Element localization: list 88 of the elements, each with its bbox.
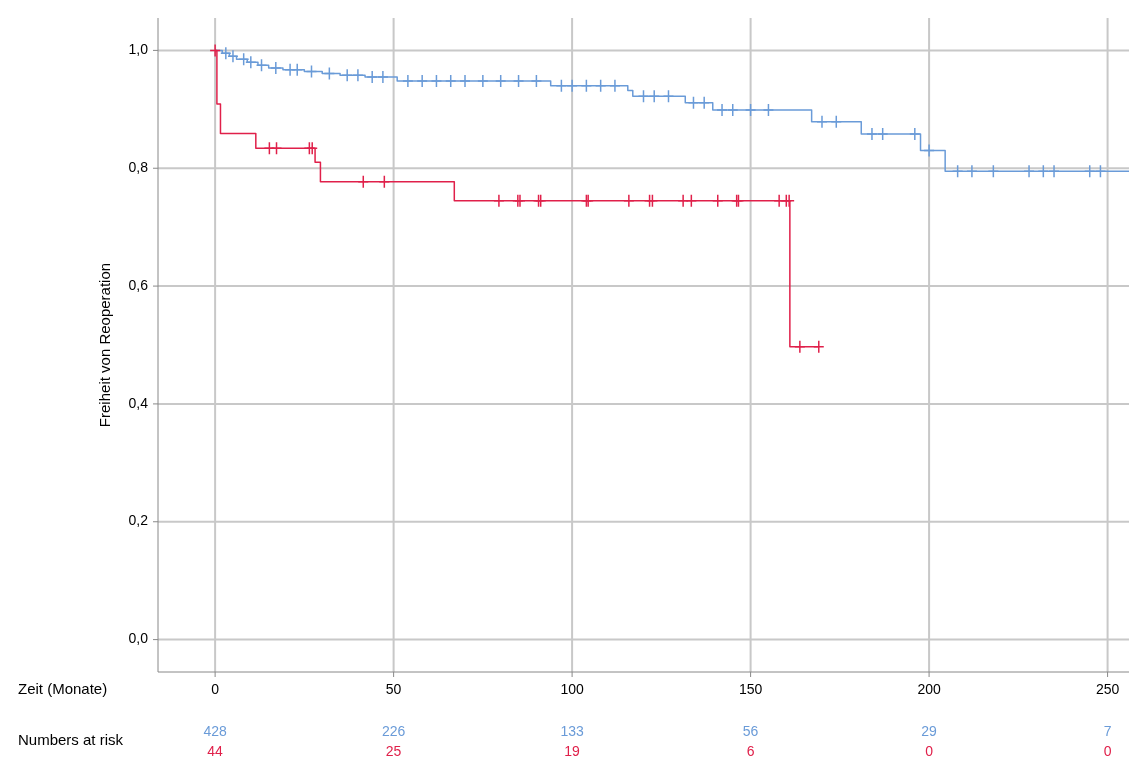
point [876, 127, 889, 141]
point [727, 103, 739, 117]
point [813, 340, 825, 354]
point [698, 96, 710, 110]
text: 0 [1103, 742, 1112, 759]
x-tick-label: 100 [560, 680, 584, 697]
point [685, 193, 698, 208]
point [323, 66, 336, 81]
point [712, 193, 724, 208]
point [459, 74, 471, 88]
point [305, 64, 318, 79]
x-tick-label: 0 [211, 680, 220, 697]
point [923, 143, 935, 158]
point [1048, 164, 1060, 178]
point [255, 58, 268, 72]
point [687, 96, 700, 110]
point [662, 89, 675, 104]
point [580, 79, 593, 93]
point [227, 49, 239, 64]
point [1023, 164, 1035, 178]
point [220, 46, 232, 61]
point [866, 127, 878, 141]
point [209, 43, 221, 58]
point [816, 114, 828, 129]
point [402, 74, 414, 88]
point [444, 74, 457, 88]
point [677, 193, 689, 208]
point [623, 193, 635, 208]
point [830, 114, 843, 129]
x-tick-label: 50 [385, 680, 402, 697]
point [270, 61, 282, 75]
point [637, 89, 650, 104]
x-tick-label: 150 [738, 680, 763, 697]
point [245, 55, 257, 69]
point [493, 193, 505, 208]
point [762, 103, 775, 117]
point [378, 175, 391, 189]
text: 25 [385, 742, 402, 759]
text: 44 [207, 742, 224, 759]
point [352, 68, 364, 82]
y-tick-label: 0,6 [128, 276, 149, 293]
point [609, 79, 621, 93]
text: 19 [564, 742, 581, 759]
x-tick-label: 250 [1095, 680, 1120, 697]
point [648, 89, 660, 104]
text: 0 [925, 742, 934, 759]
point [494, 74, 507, 88]
y-tick-label: 0,8 [128, 158, 149, 175]
text: 56 [742, 722, 759, 739]
point [566, 79, 578, 93]
point [951, 164, 964, 178]
point [1083, 164, 1096, 178]
text: 428 [203, 722, 228, 739]
point [744, 103, 757, 117]
x-tick-label: 200 [917, 680, 941, 697]
y-tick-label: 1,0 [128, 41, 149, 58]
point [416, 74, 428, 88]
point [357, 175, 370, 189]
text: 7 [1103, 722, 1112, 739]
y-tick-label: 0,2 [128, 512, 149, 529]
text: Numbers at risk [18, 730, 124, 748]
text: 226 [381, 722, 406, 739]
point [237, 52, 250, 66]
x-axis-title: Zeit (Monate) [18, 679, 108, 697]
point [270, 141, 283, 155]
text: 6 [746, 742, 755, 759]
point [594, 79, 607, 93]
point [794, 340, 806, 354]
point [366, 70, 378, 84]
point [341, 68, 353, 82]
point [987, 164, 1000, 178]
point [430, 74, 443, 88]
point [1094, 164, 1107, 178]
point [1037, 164, 1050, 178]
point [377, 70, 389, 84]
point [477, 74, 489, 88]
point [555, 79, 568, 93]
text: 29 [921, 722, 938, 739]
y-axis-title: Freiheit von Reoperation [96, 262, 113, 428]
point [909, 127, 921, 141]
point [530, 74, 543, 88]
y-tick-label: 0,0 [128, 630, 149, 647]
point [512, 74, 525, 88]
point [716, 103, 728, 117]
point [291, 63, 303, 77]
text: 133 [560, 722, 584, 739]
point [966, 164, 978, 178]
y-tick-label: 0,4 [128, 394, 149, 411]
